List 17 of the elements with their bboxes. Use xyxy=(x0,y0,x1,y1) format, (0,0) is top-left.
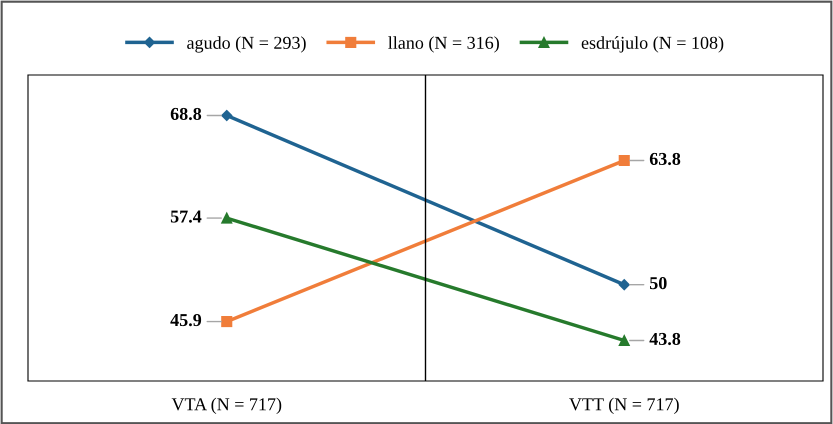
point xyxy=(618,334,630,346)
x-tick-label: VTT (N = 717) xyxy=(569,398,679,414)
point xyxy=(221,110,232,122)
data-label: 68.8 xyxy=(170,108,202,120)
legend-label: esdrújulo (N = 108) xyxy=(582,36,724,53)
point xyxy=(221,316,232,328)
point xyxy=(618,154,630,166)
x-tick-label: VTA (N = 717) xyxy=(172,398,282,414)
data-label: 45.9 xyxy=(170,314,202,326)
point xyxy=(618,279,630,290)
data-label: 43.8 xyxy=(650,332,680,346)
point xyxy=(221,212,232,224)
data-label: 63.8 xyxy=(650,152,680,166)
data-label: 57.4 xyxy=(170,210,202,223)
legend-label: llano (N = 316) xyxy=(388,36,499,53)
data-label: 50 xyxy=(650,277,667,290)
legend-label: agudo (N = 293) xyxy=(187,36,306,53)
